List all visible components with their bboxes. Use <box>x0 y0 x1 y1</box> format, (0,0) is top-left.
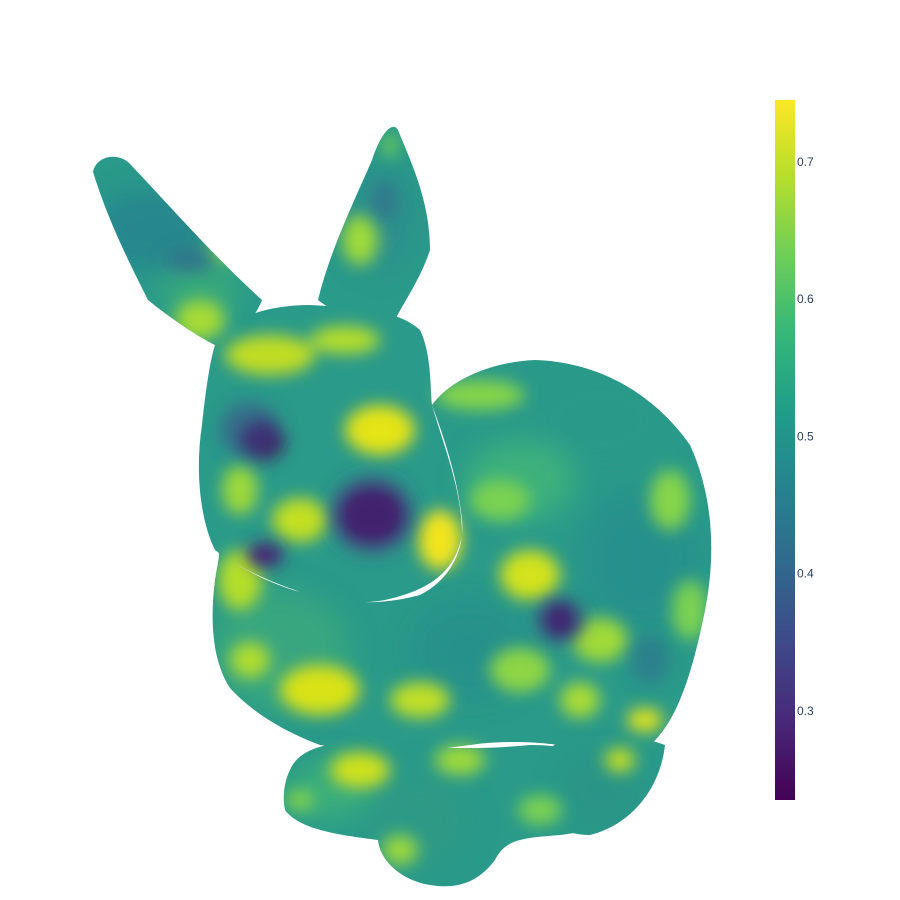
colorbar-tick-label: 0.4 <box>797 567 814 581</box>
colorbar-ticks: 0.3 0.4 0.5 0.6 0.7 <box>797 155 814 718</box>
colorbar-tick-label: 0.6 <box>797 292 814 306</box>
colorbar-tick-label: 0.5 <box>797 429 814 443</box>
colorbar[interactable]: 0.3 0.4 0.5 0.6 0.7 <box>760 90 880 810</box>
colorbar-tick-label: 0.7 <box>797 155 814 169</box>
colorbar-tick-label: 0.3 <box>797 704 814 718</box>
colorbar-gradient <box>775 100 795 800</box>
